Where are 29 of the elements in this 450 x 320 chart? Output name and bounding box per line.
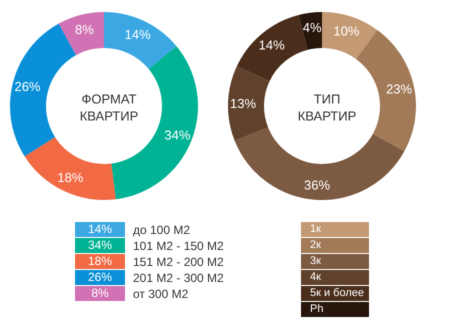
data-label: 13% (230, 96, 256, 112)
data-label: 14% (258, 38, 286, 53)
data-label: 23% (386, 81, 413, 96)
text: 26% (88, 270, 112, 284)
text: 34% (88, 238, 112, 252)
legend-label: 201 М2 - 300 М2 (133, 270, 224, 284)
text: ФОРМАТ КВАРТИР (80, 92, 138, 124)
text: 18% (88, 254, 112, 268)
legend-label: 2к (310, 238, 369, 253)
data-label: 18% (57, 170, 84, 185)
data-label: 26% (14, 78, 41, 94)
legend-label: Ph (310, 302, 369, 317)
data-label: 36% (304, 177, 330, 192)
text: ТИП КВАРТИР (298, 92, 356, 124)
data-label: 8% (74, 22, 94, 37)
data-label: 34% (164, 128, 191, 143)
text: 14% (88, 222, 112, 236)
legend-label: 151 М2 - 200 М2 (133, 254, 224, 268)
legend-label: 3к (310, 254, 369, 269)
data-label: 14% (124, 27, 152, 42)
data-label: 4% (302, 20, 322, 36)
legend-label: 1к (310, 222, 369, 237)
text: 8% (91, 286, 109, 300)
legend-label: от 300 М2 (133, 286, 188, 300)
legend-label: 4к (310, 270, 369, 285)
data-label: 10% (333, 23, 360, 38)
legend-label: 101 М2 - 150 М2 (133, 238, 224, 252)
legend-label: 5к и более (310, 286, 369, 301)
legend-label: до 100 М2 (133, 222, 190, 236)
